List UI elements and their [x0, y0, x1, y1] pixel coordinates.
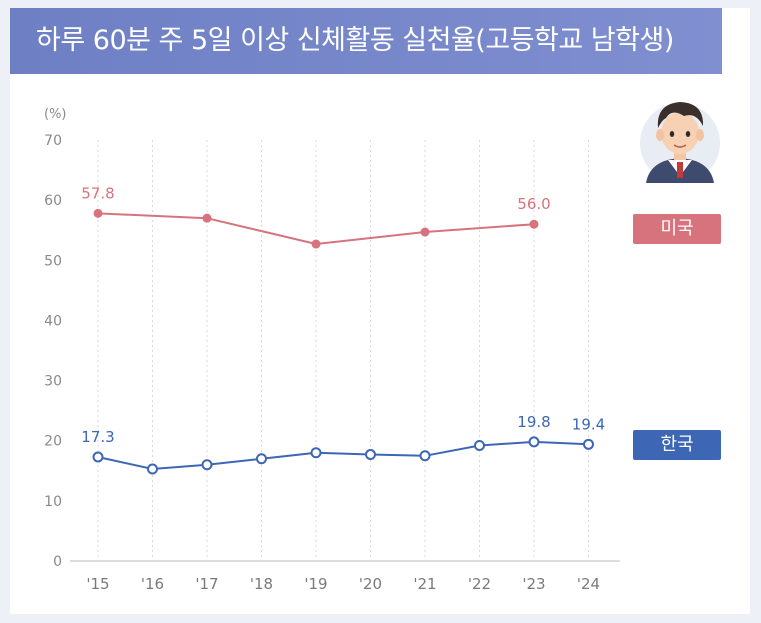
data-point: [93, 208, 103, 218]
title-bar: 하루 60분 주 5일 이상 신체활동 실천율(고등학교 남학생): [10, 8, 722, 74]
y-tick-label: 10: [44, 494, 62, 510]
x-tick-label: '19: [304, 575, 327, 593]
data-point: [147, 463, 158, 475]
data-point: [529, 219, 539, 229]
x-tick-label: '22: [468, 575, 491, 593]
data-label: 56.0: [517, 195, 550, 213]
x-tick-label: '18: [250, 575, 273, 593]
y-axis-unit-label: (%): [44, 107, 67, 122]
y-tick-label: 50: [44, 253, 62, 269]
data-point: [528, 436, 540, 448]
data-point: [201, 459, 213, 471]
x-tick-label: '21: [413, 575, 436, 593]
data-point: [92, 451, 104, 463]
chart-title: 하루 60분 주 5일 이상 신체활동 실천율(고등학교 남학생): [36, 25, 674, 56]
data-point: [583, 438, 594, 450]
chart-card: [10, 8, 750, 614]
data-point: [202, 213, 212, 223]
y-tick-label: 30: [44, 374, 62, 390]
series-line-usa: [97, 212, 535, 246]
data-point: [311, 239, 321, 249]
y-tick-label: 0: [53, 554, 62, 570]
axes: (%) 0 10 20 30 40 50 60 70 '15 '16 '17 '18 '19 '20 '21 '…: [44, 107, 620, 593]
y-tick-label: 20: [44, 434, 62, 450]
data-label: 19.8: [517, 413, 550, 431]
legend-korea: 한국: [633, 430, 721, 460]
data-label: 57.8: [81, 184, 114, 202]
x-tick-label: '24: [577, 575, 600, 593]
data-point: [365, 449, 376, 461]
student-avatar-icon: [640, 102, 720, 183]
x-tick-label: '17: [195, 575, 218, 593]
data-point: [419, 450, 431, 462]
x-tick-label: '23: [522, 575, 545, 593]
x-tick-label: '16: [141, 575, 164, 593]
y-tick-label: 70: [44, 133, 62, 149]
series-layer: 57.8 56.0 17.3 19.8 19.4: [81, 184, 605, 475]
data-point: [310, 447, 322, 459]
data-point: [420, 227, 430, 237]
grid: [97, 140, 589, 560]
series-line-korea: [97, 440, 589, 471]
data-point: [256, 453, 267, 465]
data-label: 19.4: [572, 415, 605, 433]
x-tick-label: '20: [359, 575, 382, 593]
y-tick-label: 40: [44, 313, 62, 329]
legend-usa: 미국: [633, 214, 721, 244]
x-tick-label: '15: [86, 575, 109, 593]
data-label: 17.3: [81, 428, 114, 446]
data-point: [474, 440, 485, 452]
y-tick-label: 60: [44, 193, 62, 209]
